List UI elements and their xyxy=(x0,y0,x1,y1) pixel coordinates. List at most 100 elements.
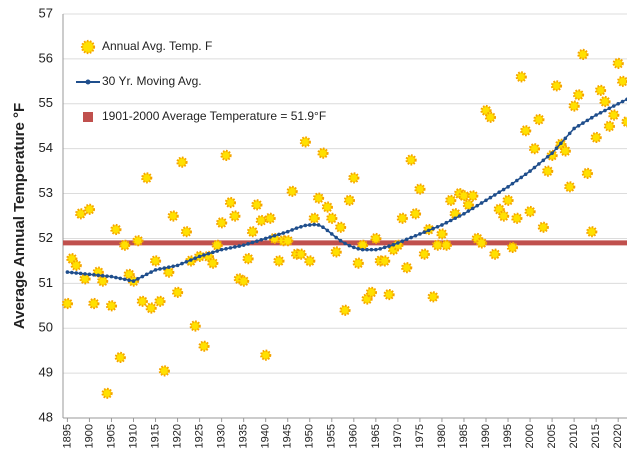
sun-marker xyxy=(559,145,571,157)
x-tick-label: 1965 xyxy=(370,424,382,448)
sun-marker xyxy=(608,109,620,121)
moving-avg-point xyxy=(448,218,453,223)
sun-marker xyxy=(224,196,237,209)
sun-marker xyxy=(132,235,144,247)
x-tick-label: 1990 xyxy=(480,424,492,448)
sun-marker xyxy=(581,167,593,179)
sun-marker xyxy=(83,203,96,215)
sun-marker xyxy=(317,147,329,159)
moving-avg-point xyxy=(92,273,96,277)
sun-marker xyxy=(405,154,417,166)
moving-avg-point xyxy=(316,223,321,227)
moving-avg-point xyxy=(83,272,87,276)
moving-avg-point xyxy=(532,165,537,170)
legend-swatch xyxy=(83,112,93,122)
sun-marker xyxy=(273,255,285,267)
sun-marker xyxy=(445,194,457,206)
moving-avg-point xyxy=(250,240,255,245)
moving-avg-point xyxy=(462,211,466,216)
moving-avg-point xyxy=(277,232,281,237)
sun-marker xyxy=(533,113,545,126)
moving-avg-point xyxy=(114,275,118,280)
moving-avg-point xyxy=(109,274,114,279)
moving-avg-point xyxy=(122,277,127,282)
sun-marker xyxy=(348,172,360,184)
moving-avg-point xyxy=(65,270,70,274)
sun-marker xyxy=(101,387,113,399)
sun-marker xyxy=(216,217,228,229)
sun-marker xyxy=(308,212,320,224)
sun-marker xyxy=(330,246,342,258)
x-tick-label: 2015 xyxy=(590,424,602,448)
moving-avg-point xyxy=(211,250,215,255)
sun-marker xyxy=(312,192,325,204)
moving-avg-point xyxy=(479,201,484,205)
x-tick-label: 1955 xyxy=(326,424,338,448)
legend-label: Annual Avg. Temp. F xyxy=(102,39,212,53)
sun-marker xyxy=(361,293,373,305)
y-tick-label: 57 xyxy=(39,5,53,20)
moving-avg-point xyxy=(409,235,413,240)
moving-avg-point xyxy=(352,245,356,250)
y-tick-label: 56 xyxy=(39,50,53,65)
moving-avg-point xyxy=(391,242,396,247)
sun-marker xyxy=(136,295,148,307)
moving-avg-point xyxy=(162,266,167,270)
sun-marker xyxy=(61,297,74,310)
sun-marker xyxy=(326,212,338,224)
sun-marker xyxy=(498,210,510,222)
moving-avg-point xyxy=(581,121,585,125)
moving-avg-point xyxy=(550,151,554,155)
moving-avg-point xyxy=(457,214,462,218)
moving-avg-point xyxy=(515,178,519,183)
moving-avg-point xyxy=(422,230,427,234)
moving-avg-point xyxy=(470,206,475,211)
legend-dot xyxy=(85,79,91,85)
x-tick-label: 1915 xyxy=(149,424,161,448)
sun-marker xyxy=(511,212,523,224)
moving-avg-point xyxy=(576,123,581,128)
sun-marker xyxy=(154,295,166,307)
x-tick-label: 1945 xyxy=(282,424,294,448)
x-tick-label: 1905 xyxy=(105,424,117,448)
moving-avg-point xyxy=(541,158,546,163)
moving-avg-point xyxy=(175,263,180,268)
sun-marker xyxy=(88,297,100,310)
moving-avg-point xyxy=(572,126,576,131)
sun-marker xyxy=(594,84,607,96)
moving-avg-point xyxy=(382,245,387,250)
sun-marker xyxy=(440,239,452,251)
moving-avg-point xyxy=(360,247,365,252)
moving-avg-point xyxy=(356,246,361,251)
moving-avg-point xyxy=(528,169,532,173)
moving-avg-point xyxy=(299,224,303,229)
sun-marker xyxy=(409,208,422,220)
sun-marker xyxy=(119,239,131,251)
moving-avg-point xyxy=(272,233,277,238)
y-tick-label: 52 xyxy=(39,230,53,245)
moving-avg-point xyxy=(435,224,440,229)
sun-marker xyxy=(528,143,541,155)
x-tick-label: 2010 xyxy=(568,424,580,448)
y-tick-label: 50 xyxy=(39,320,53,335)
moving-avg-point xyxy=(131,279,136,283)
moving-avg-point xyxy=(127,278,131,282)
moving-avg-point xyxy=(506,185,510,189)
moving-avg-point xyxy=(153,268,158,272)
sun-marker xyxy=(621,116,627,128)
y-tick-label: 51 xyxy=(39,275,53,290)
sun-marker xyxy=(427,291,439,303)
moving-avg-point xyxy=(510,181,515,186)
moving-avg-point xyxy=(607,106,612,111)
sun-marker xyxy=(295,248,307,260)
y-axis-label: Average Annual Temperature °F xyxy=(11,103,28,329)
moving-avg-point xyxy=(343,241,347,246)
moving-avg-point xyxy=(497,190,502,195)
x-tick-label: 1910 xyxy=(127,424,139,448)
sun-marker xyxy=(171,286,184,298)
sun-marker xyxy=(352,257,364,269)
moving-avg-point xyxy=(589,115,594,120)
moving-avg-point xyxy=(259,237,264,242)
moving-avg-point xyxy=(294,226,299,230)
x-tick-label: 1960 xyxy=(348,424,360,448)
